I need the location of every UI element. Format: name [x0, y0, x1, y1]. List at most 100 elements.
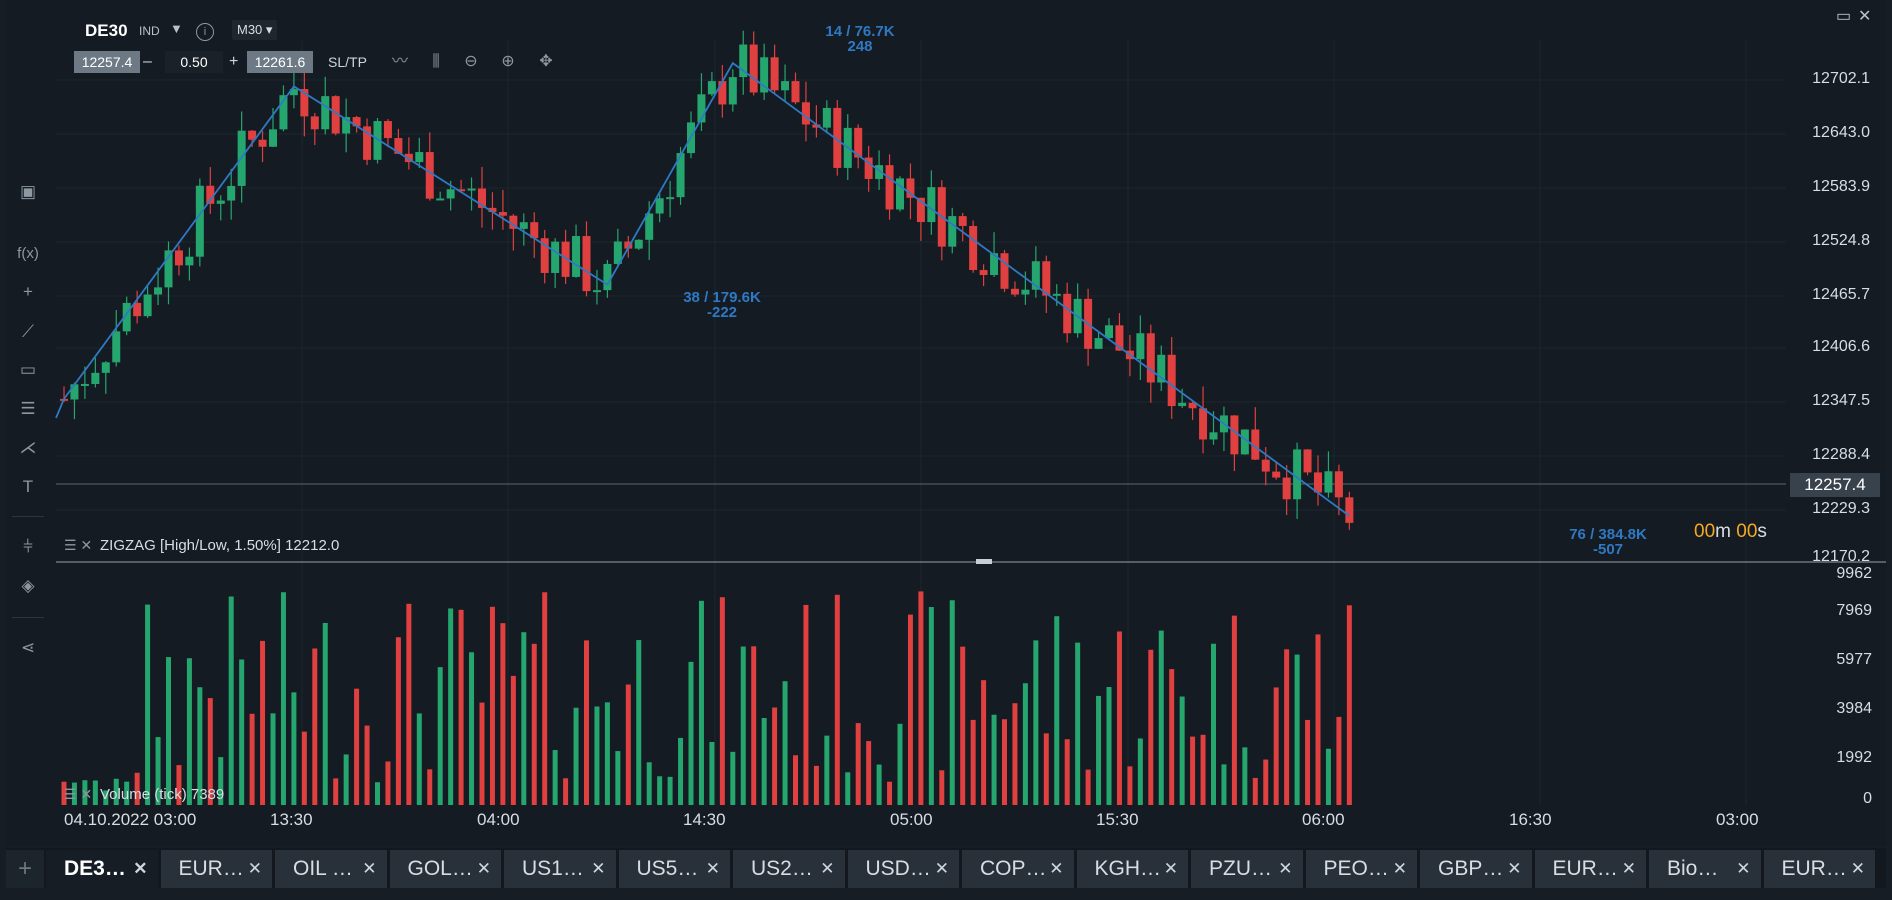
close-window-icon[interactable]: ✕ — [1858, 8, 1872, 25]
volume-bar — [615, 751, 621, 805]
instrument-tab[interactable]: OIL … ✕ — [275, 850, 387, 888]
candle-body — [582, 236, 591, 292]
sltp-button[interactable]: SL/TP — [328, 54, 367, 70]
symbol-name[interactable]: DE30 — [85, 21, 128, 40]
line-chart-icon[interactable]: 〰 — [391, 53, 408, 70]
instrument-tab[interactable]: PEO… ✕ — [1305, 850, 1417, 888]
volume-tick: 7969 — [1836, 602, 1872, 619]
time-tick: 05:00 — [890, 810, 933, 829]
candle-body — [634, 239, 643, 249]
close-tab-icon[interactable]: ✕ — [1850, 859, 1865, 878]
instrument-tab[interactable]: USD… ✕ — [847, 850, 959, 888]
maximize-icon[interactable]: ▭ — [1836, 8, 1852, 25]
indicators-icon[interactable]: ⫩ — [23, 537, 33, 556]
zoom-out-icon[interactable]: ⊖ — [464, 53, 478, 70]
volume-bar — [92, 780, 98, 805]
indicator-settings-icon[interactable]: ☰ ✕ — [64, 537, 93, 553]
add-tab-button[interactable]: + — [6, 850, 44, 888]
candle-body — [906, 178, 915, 198]
chevron-down-icon[interactable]: ▼ — [170, 21, 183, 36]
quantity-input[interactable]: 0.50 — [165, 51, 223, 73]
crosshair-tool-icon[interactable]: + — [23, 282, 33, 301]
candlestick-icon[interactable]: ⫼ — [432, 53, 440, 70]
decrease-quantity-button[interactable]: – — [143, 53, 152, 70]
pitchfork-icon[interactable]: ⋌ — [19, 438, 37, 457]
volume-indicator-label[interactable]: Volume (tick) 7389 — [100, 786, 225, 803]
volume-bar — [991, 714, 997, 805]
rectangle-icon[interactable]: ▭ — [19, 360, 37, 379]
instrument-tab[interactable]: EUR… ✕ — [1763, 850, 1875, 888]
zigzag-indicator-label[interactable]: ZIGZAG [High/Low, 1.50%] 12212.0 — [100, 537, 340, 554]
candle-body — [300, 89, 309, 117]
info-icon[interactable]: i — [196, 23, 214, 41]
instrument-tab[interactable]: US1… ✕ — [504, 850, 616, 888]
close-tab-icon[interactable]: ✕ — [133, 859, 148, 878]
layers-icon[interactable]: ◈ — [21, 576, 35, 595]
candle-body — [707, 81, 716, 95]
instrument-tab[interactable]: DE3… ✕ — [46, 850, 158, 888]
price-tick: 12702.1 — [1812, 70, 1870, 87]
close-tab-icon[interactable]: ✕ — [1507, 859, 1522, 878]
tab-label: USD… — [865, 857, 931, 880]
volume-bar — [1284, 649, 1290, 805]
close-tab-icon[interactable]: ✕ — [1392, 859, 1407, 878]
candle-body — [749, 44, 758, 93]
volume-bar — [1043, 733, 1049, 805]
instrument-tab[interactable]: COP… ✕ — [962, 850, 1074, 888]
volume-bar — [918, 591, 924, 805]
volume-bar — [939, 770, 945, 805]
volume-bar — [1346, 605, 1352, 805]
volume-bar — [719, 597, 725, 805]
instrument-tab[interactable]: Bio… ✕ — [1649, 850, 1761, 888]
volume-bar — [1231, 615, 1237, 805]
zoom-in-icon[interactable]: ⊕ — [501, 53, 515, 70]
instrument-tab[interactable]: US2… ✕ — [733, 850, 845, 888]
instrument-tab[interactable]: GOL… ✕ — [389, 850, 501, 888]
close-tab-icon[interactable]: ✕ — [476, 859, 491, 878]
fibonacci-icon[interactable]: ☰ — [20, 399, 36, 418]
close-tab-icon[interactable]: ✕ — [820, 859, 835, 878]
close-tab-icon[interactable]: ✕ — [705, 859, 720, 878]
sell-price-button[interactable]: 12257.4 — [74, 51, 140, 73]
volume-bar — [1252, 777, 1258, 805]
close-tab-icon[interactable]: ✕ — [1163, 859, 1178, 878]
buy-price-button[interactable]: 12261.6 — [247, 51, 313, 73]
volume-bar — [542, 592, 548, 805]
chart-canvas[interactable] — [6, 0, 1886, 846]
share-icon[interactable]: ⋖ — [20, 638, 36, 657]
candle-body — [394, 138, 403, 154]
candle-body — [248, 130, 257, 140]
function-icon[interactable]: f(x) — [17, 245, 39, 262]
timeframe-selector[interactable]: M30 ▾ — [232, 20, 278, 40]
instrument-tab[interactable]: KGH… ✕ — [1076, 850, 1188, 888]
volume-bar — [1242, 747, 1248, 805]
text-tool-icon[interactable]: T — [22, 477, 34, 496]
screen-icon[interactable]: ▣ — [19, 182, 37, 201]
trendline-icon[interactable]: ⟋ — [22, 322, 34, 341]
candle-body — [603, 263, 612, 291]
close-tab-icon[interactable]: ✕ — [591, 859, 606, 878]
instrument-tab[interactable]: PZU… ✕ — [1191, 850, 1303, 888]
close-tab-icon[interactable]: ✕ — [1736, 859, 1751, 878]
candle-body — [373, 121, 382, 160]
instrument-tab-bar: + DE3… ✕ EUR… ✕ OIL … ✕ GOL… ✕ US1… ✕ US5… ✕ US2… ✕ US… — [6, 848, 1886, 888]
instrument-tab[interactable]: EUR… ✕ — [160, 850, 272, 888]
candle-body — [227, 185, 236, 201]
close-tab-icon[interactable]: ✕ — [362, 859, 377, 878]
instrument-tab[interactable]: US5… ✕ — [618, 850, 730, 888]
candle-body — [498, 212, 507, 216]
close-tab-icon[interactable]: ✕ — [934, 859, 949, 878]
volume-settings-icon[interactable]: ☰ ✕ — [64, 786, 93, 802]
close-tab-icon[interactable]: ✕ — [1621, 859, 1636, 878]
close-tab-icon[interactable]: ✕ — [247, 859, 262, 878]
crosshair-icon[interactable]: ✥ — [539, 53, 553, 70]
close-tab-icon[interactable]: ✕ — [1278, 859, 1293, 878]
instrument-tab[interactable]: GBP… ✕ — [1420, 850, 1532, 888]
price-tick: 12524.8 — [1812, 232, 1870, 249]
increase-quantity-button[interactable]: + — [229, 53, 239, 70]
instrument-tab[interactable]: EUR… ✕ — [1534, 850, 1646, 888]
chart-area[interactable] — [6, 0, 1886, 846]
close-tab-icon[interactable]: ✕ — [1049, 859, 1064, 878]
candle-body — [1167, 354, 1176, 407]
candle-body — [801, 102, 810, 125]
